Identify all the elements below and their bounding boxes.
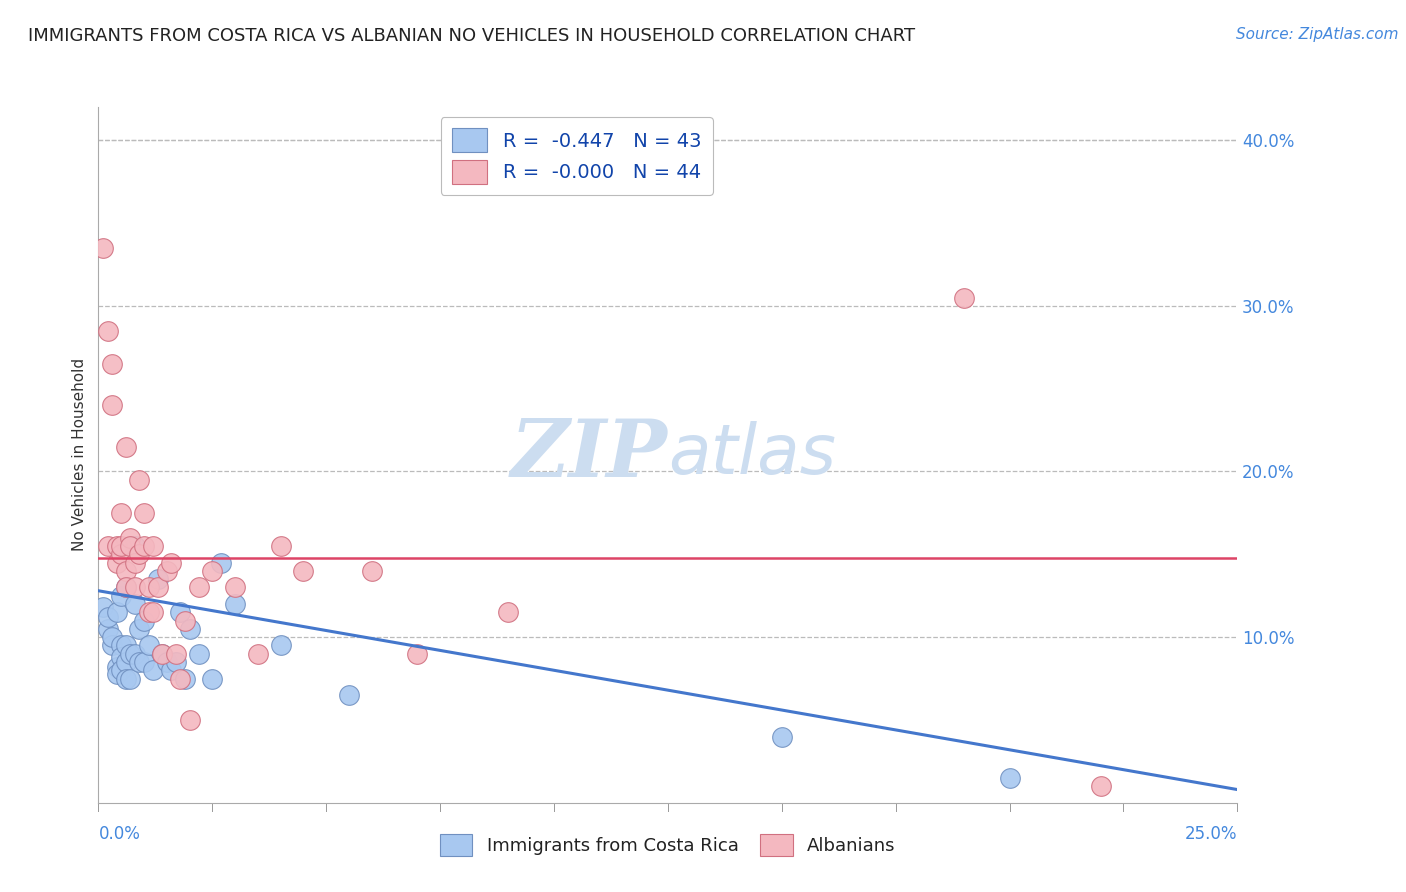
Point bbox=[114, 581, 136, 595]
Point bbox=[201, 672, 224, 686]
Point bbox=[124, 539, 146, 553]
Point bbox=[114, 655, 136, 669]
Point bbox=[201, 564, 224, 578]
Text: atlas: atlas bbox=[668, 421, 835, 489]
Point bbox=[138, 639, 160, 653]
Point bbox=[146, 581, 169, 595]
Point bbox=[160, 556, 183, 570]
Point bbox=[165, 647, 187, 661]
Point bbox=[120, 539, 142, 553]
Point bbox=[360, 564, 382, 578]
Point bbox=[124, 556, 146, 570]
Point bbox=[114, 639, 136, 653]
Point bbox=[132, 539, 155, 553]
Point bbox=[142, 663, 165, 677]
Point bbox=[128, 622, 150, 636]
Point bbox=[96, 622, 118, 636]
Point bbox=[209, 556, 232, 570]
Point bbox=[128, 473, 150, 487]
Text: IMMIGRANTS FROM COSTA RICA VS ALBANIAN NO VEHICLES IN HOUSEHOLD CORRELATION CHAR: IMMIGRANTS FROM COSTA RICA VS ALBANIAN N… bbox=[28, 27, 915, 45]
Point bbox=[160, 663, 183, 677]
Point bbox=[132, 655, 155, 669]
Point bbox=[105, 660, 128, 674]
Point bbox=[101, 398, 124, 412]
Text: 25.0%: 25.0% bbox=[1185, 825, 1237, 843]
Point bbox=[142, 539, 165, 553]
Point bbox=[337, 688, 360, 702]
Legend: Immigrants from Costa Rica, Albanians: Immigrants from Costa Rica, Albanians bbox=[433, 827, 903, 863]
Point bbox=[132, 614, 155, 628]
Point bbox=[174, 614, 197, 628]
Point bbox=[91, 241, 114, 255]
Y-axis label: No Vehicles in Household: No Vehicles in Household bbox=[72, 359, 87, 551]
Point bbox=[998, 771, 1021, 785]
Point bbox=[406, 647, 429, 661]
Point bbox=[105, 556, 128, 570]
Point bbox=[114, 672, 136, 686]
Point bbox=[150, 647, 173, 661]
Point bbox=[110, 650, 132, 665]
Point bbox=[124, 647, 146, 661]
Point bbox=[96, 539, 118, 553]
Point bbox=[770, 730, 793, 744]
Point bbox=[179, 622, 201, 636]
Point bbox=[174, 672, 197, 686]
Point bbox=[138, 581, 160, 595]
Text: Source: ZipAtlas.com: Source: ZipAtlas.com bbox=[1236, 27, 1399, 42]
Point bbox=[101, 357, 124, 371]
Point bbox=[246, 647, 269, 661]
Point bbox=[120, 672, 142, 686]
Point bbox=[110, 639, 132, 653]
Point bbox=[187, 647, 209, 661]
Point bbox=[96, 610, 118, 624]
Point bbox=[156, 564, 179, 578]
Point bbox=[165, 655, 187, 669]
Point bbox=[169, 605, 191, 619]
Point bbox=[224, 581, 246, 595]
Point bbox=[150, 647, 173, 661]
Text: 0.0%: 0.0% bbox=[98, 825, 141, 843]
Point bbox=[105, 666, 128, 681]
Point bbox=[156, 655, 179, 669]
Point bbox=[224, 597, 246, 611]
Point bbox=[169, 672, 191, 686]
Point bbox=[101, 630, 124, 644]
Point bbox=[105, 539, 128, 553]
Point bbox=[110, 506, 132, 520]
Point bbox=[110, 547, 132, 561]
Point bbox=[498, 605, 520, 619]
Point bbox=[270, 539, 292, 553]
Point bbox=[292, 564, 315, 578]
Point bbox=[187, 581, 209, 595]
Point bbox=[120, 647, 142, 661]
Point bbox=[96, 324, 118, 338]
Point bbox=[1090, 779, 1112, 793]
Point bbox=[91, 600, 114, 615]
Point bbox=[101, 639, 124, 653]
Point bbox=[124, 597, 146, 611]
Point bbox=[124, 581, 146, 595]
Point bbox=[953, 291, 976, 305]
Point bbox=[138, 605, 160, 619]
Point bbox=[146, 572, 169, 586]
Text: ZIP: ZIP bbox=[510, 417, 668, 493]
Point bbox=[270, 639, 292, 653]
Point bbox=[128, 655, 150, 669]
Point bbox=[179, 713, 201, 727]
Point bbox=[128, 547, 150, 561]
Point bbox=[110, 663, 132, 677]
Point bbox=[114, 564, 136, 578]
Point bbox=[132, 506, 155, 520]
Point bbox=[142, 605, 165, 619]
Point bbox=[105, 605, 128, 619]
Point bbox=[120, 531, 142, 545]
Point bbox=[110, 589, 132, 603]
Point bbox=[114, 581, 136, 595]
Point bbox=[110, 539, 132, 553]
Point bbox=[114, 440, 136, 454]
